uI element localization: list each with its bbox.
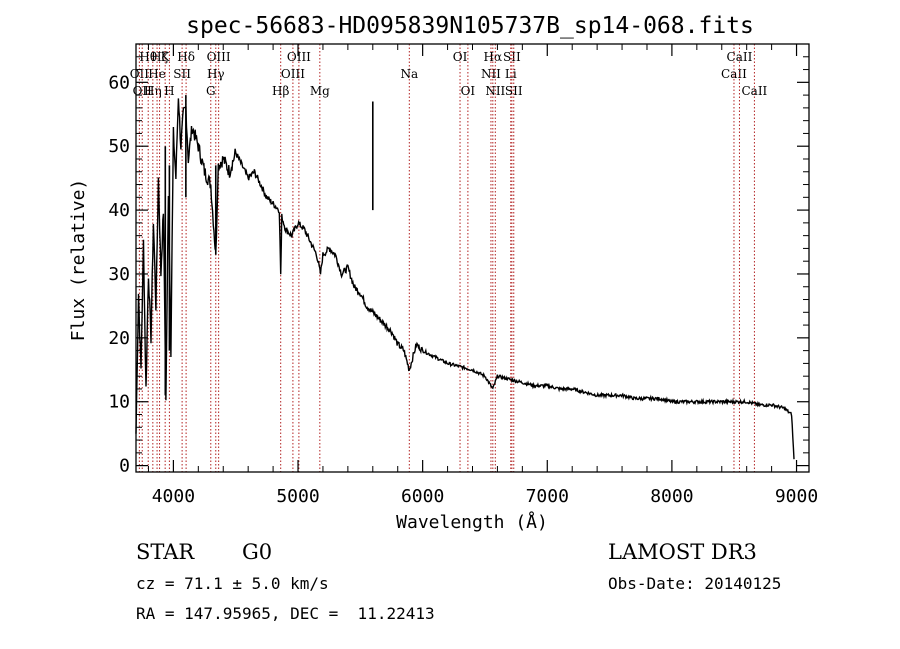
chart-title: spec-56683-HD095839N105737B_sp14-068.fit… — [186, 13, 754, 39]
survey-name: LAMOST DR3 — [608, 540, 757, 564]
y-axis-label: Flux (relative) — [68, 179, 89, 342]
line-label-22: NII — [485, 84, 505, 98]
subclass: G0 — [242, 540, 273, 564]
line-label-4: He — [148, 67, 166, 81]
y-tick-label-2: 20 — [108, 328, 130, 349]
line-label-15: OIII — [287, 50, 311, 64]
line-label-12: OIII — [207, 50, 231, 64]
line-label-27: CaII — [727, 50, 753, 64]
line-label-16: Mg — [310, 84, 330, 98]
line-label-8: SII — [173, 67, 191, 81]
line-label-26: CaII — [721, 67, 747, 81]
line-label-9: Hδ — [177, 50, 195, 64]
spectrum-line — [135, 98, 795, 460]
line-label-17: Na — [400, 67, 418, 81]
x-tick-label-3: 7000 — [526, 486, 569, 507]
line-label-2: Hθ — [139, 50, 157, 64]
line-label-6: K — [161, 50, 171, 64]
y-tick-label-1: 10 — [108, 392, 130, 413]
obs-date: Obs-Date: 20140125 — [608, 574, 782, 593]
line-label-7: H — [164, 84, 174, 98]
x-tick-label-5: 9000 — [775, 486, 818, 507]
line-label-0: OII — [130, 67, 150, 81]
line-label-23: Li — [505, 67, 517, 81]
line-label-13: Hβ — [272, 84, 289, 98]
line-markers: OII OII Hθ Hη He HζK H SII Hδ G Hγ OIII Hβ OIII OIII Mg… — [130, 44, 768, 472]
x-tick-label-0: 4000 — [152, 486, 195, 507]
line-label-20: NII — [481, 67, 501, 81]
coordinates: RA = 147.95965, DEC = 11.22413 — [136, 604, 435, 623]
redshift-cz: cz = 71.1 ± 5.0 km/s — [136, 574, 329, 593]
line-label-28: CaII — [741, 84, 767, 98]
x-axis-label: Wavelength (Å) — [396, 511, 548, 533]
line-label-5: Hζ — [151, 50, 168, 64]
x-tick-label-4: 8000 — [650, 486, 693, 507]
line-label-25: SII — [505, 84, 523, 98]
line-label-3: Hη — [144, 84, 162, 98]
line-label-1: OII — [133, 84, 153, 98]
y-tick-label-4: 40 — [108, 200, 130, 221]
y-tick-label-6: 60 — [108, 72, 130, 93]
object-class: STAR — [136, 540, 195, 564]
line-label-24: SII — [503, 50, 521, 64]
axis-ticks: 4000 5000 6000 7000 8000 9000 0 10 20 30 40 50 60 — [108, 44, 818, 507]
y-tick-label-5: 50 — [108, 136, 130, 157]
line-label-10: G — [206, 84, 216, 98]
line-label-14: OIII — [281, 67, 305, 81]
line-label-18: OI — [453, 50, 468, 64]
y-tick-label-0: 0 — [119, 456, 130, 477]
line-label-11: Hγ — [207, 67, 225, 81]
plot-frame — [135, 43, 810, 473]
line-label-19: OI — [461, 84, 476, 98]
y-tick-label-3: 30 — [108, 264, 130, 285]
x-tick-label-2: 6000 — [401, 486, 444, 507]
x-tick-label-1: 5000 — [276, 486, 319, 507]
line-label-21: Hα — [484, 50, 503, 64]
